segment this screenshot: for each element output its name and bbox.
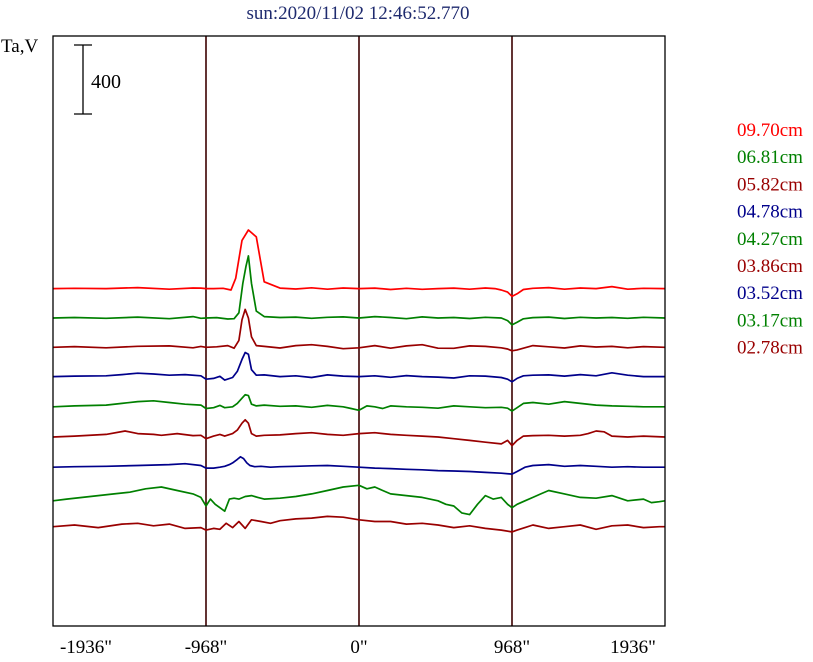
legend-entry-09.70cm: 09.70cm xyxy=(737,120,803,141)
scale-bar-label: 400 xyxy=(91,71,121,93)
series-line-03.52cm xyxy=(52,455,665,475)
legend-entry-02.78cm: 02.78cm xyxy=(737,338,803,359)
series-line-06.81cm xyxy=(52,255,666,326)
x-tick-label-4: 1936" xyxy=(610,637,656,658)
plot-frame xyxy=(52,35,666,627)
series-line-03.17cm xyxy=(52,484,666,516)
series-line-05.82cm xyxy=(52,308,666,352)
legend-entry-04.78cm: 04.78cm xyxy=(737,202,803,223)
x-tick-label-2: 0" xyxy=(350,637,367,658)
y-axis-label: Ta,V xyxy=(1,36,38,57)
x-tick-label-3: 968" xyxy=(494,637,530,658)
legend-entry-03.17cm: 03.17cm xyxy=(737,310,803,331)
series-line-03.86cm xyxy=(52,418,666,447)
series-line-04.27cm xyxy=(52,393,665,412)
x-tick-label-1: -968" xyxy=(185,637,228,658)
series-line-02.78cm xyxy=(52,515,665,533)
legend-entry-03.52cm: 03.52cm xyxy=(737,283,803,304)
vertical-reference-lines xyxy=(205,36,513,626)
series-line-04.78cm xyxy=(52,351,665,383)
series-traces xyxy=(52,229,666,533)
legend-entry-03.86cm: 03.86cm xyxy=(737,256,803,277)
legend-entry-06.81cm: 06.81cm xyxy=(737,147,803,168)
legend-entry-05.82cm: 05.82cm xyxy=(737,174,803,195)
legend: 09.70cm 06.81cm 05.82cm 04.78cm 04.27cm 03.86… xyxy=(737,120,803,359)
chart-title: sun:2020/11/02 12:46:52.770 xyxy=(246,3,469,24)
x-tick-label-0: -1936" xyxy=(60,637,112,658)
series-line-09.70cm xyxy=(52,229,666,298)
scale-bar: 400 xyxy=(74,44,121,115)
legend-entry-04.27cm: 04.27cm xyxy=(737,229,803,250)
x-tick-labels: -1936" -968" 0" 968" 1936" xyxy=(60,637,656,658)
